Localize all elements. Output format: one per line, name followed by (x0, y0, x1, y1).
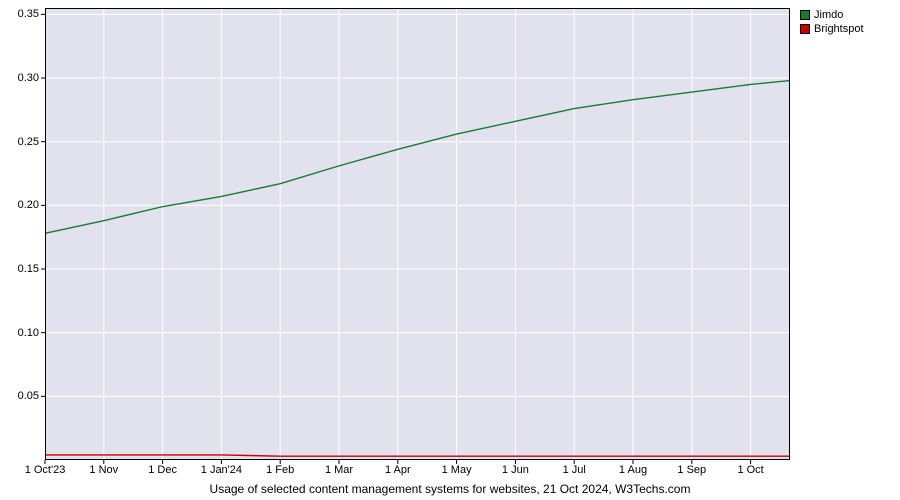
caption-text: Usage of selected content management sys… (0, 482, 900, 496)
series-line-jimdo (45, 81, 790, 234)
legend-swatch (800, 24, 810, 34)
x-tick-label: 1 May (442, 464, 472, 476)
x-tick-label: 1 Nov (89, 464, 118, 476)
legend: JimdoBrightspot (800, 8, 864, 36)
x-tick-label: 1 Apr (385, 464, 411, 476)
x-tick-label: 1 Jan'24 (201, 464, 242, 476)
x-tick-label: 1 Dec (148, 464, 177, 476)
legend-swatch (800, 10, 810, 20)
chart-container: 0.05 0.10 0.15 0.20 0.25 0.30 0.35 1 Oct'23 1 No… (0, 0, 900, 500)
y-tick-label: 0.35 (18, 8, 39, 20)
x-tick-label: 1 Oct (737, 464, 763, 476)
plot-svg (45, 8, 790, 460)
series-line-brightspot (45, 455, 790, 456)
y-tick-label: 0.05 (18, 390, 39, 402)
x-tick-label: 1 Oct'23 (25, 464, 66, 476)
plot-area: 0.050.100.150.200.250.300.351 Oct'231 No… (45, 8, 790, 460)
x-tick-label: 1 Mar (325, 464, 353, 476)
y-tick-label: 0.25 (18, 136, 39, 148)
x-tick-label: 1 Jul (563, 464, 586, 476)
legend-item-jimdo: Jimdo (800, 8, 864, 22)
y-tick-label: 0.15 (18, 263, 39, 275)
y-tick-label: 0.30 (18, 72, 39, 84)
y-tick-label: 0.10 (18, 327, 39, 339)
x-tick-label: 1 Sep (677, 464, 706, 476)
legend-label: Brightspot (814, 22, 864, 36)
x-tick-label: 1 Feb (266, 464, 294, 476)
x-tick-label: 1 Jun (502, 464, 529, 476)
legend-item-brightspot: Brightspot (800, 22, 864, 36)
x-tick-label: 1 Aug (619, 464, 647, 476)
y-tick-label: 0.20 (18, 199, 39, 211)
legend-label: Jimdo (814, 8, 843, 22)
